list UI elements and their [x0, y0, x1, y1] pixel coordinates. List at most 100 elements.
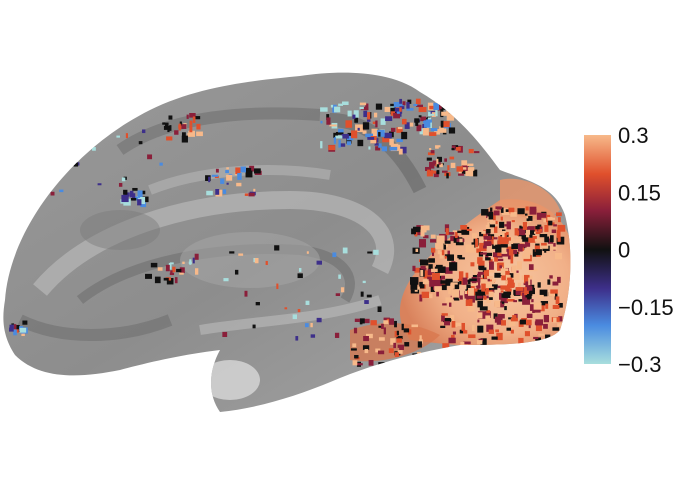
activation-speckle [545, 334, 551, 343]
activation-speckle [500, 290, 504, 293]
activation-speckle [500, 320, 506, 326]
activation-speckle [487, 276, 494, 279]
activation-speckle [493, 313, 498, 319]
activation-speckle [363, 318, 370, 324]
activation-speckle [365, 133, 374, 138]
activation-speckle [506, 327, 511, 331]
activation-speckle [354, 354, 359, 359]
activation-speckle [493, 285, 498, 290]
activation-speckle [440, 280, 447, 284]
activation-speckle [441, 313, 448, 316]
activation-speckle [174, 277, 178, 284]
activation-speckle [511, 244, 519, 250]
activation-speckle [524, 331, 530, 337]
activation-speckle [508, 273, 514, 278]
activation-speckle [434, 286, 442, 292]
activation-speckle [406, 107, 414, 111]
activation-speckle [418, 106, 427, 113]
activation-speckle [510, 294, 514, 298]
activation-speckle [222, 331, 228, 338]
activation-speckle [481, 230, 486, 234]
activation-speckle [474, 151, 480, 154]
activation-speckle [444, 319, 452, 322]
activation-speckle [226, 174, 233, 181]
activation-speckle [440, 120, 444, 128]
activation-speckle [478, 260, 485, 266]
activation-speckle [518, 228, 526, 236]
activation-speckle [390, 103, 397, 108]
activation-speckle [438, 104, 446, 110]
activation-speckle [481, 209, 489, 216]
activation-speckle [423, 235, 429, 239]
activation-speckle [427, 169, 431, 174]
activation-speckle [413, 104, 418, 107]
activation-speckle [389, 318, 395, 325]
activation-speckle [524, 241, 531, 247]
activation-speckle [450, 283, 455, 289]
activation-speckle [342, 101, 349, 105]
activation-speckle [494, 226, 498, 233]
activation-speckle [526, 286, 533, 291]
activation-speckle [515, 239, 523, 242]
activation-speckle [488, 211, 494, 220]
activation-speckle [547, 279, 551, 285]
activation-speckle [488, 261, 494, 270]
activation-speckle [552, 327, 560, 331]
activation-speckle [430, 234, 436, 239]
activation-speckle [378, 132, 381, 137]
activation-speckle [446, 173, 449, 179]
activation-speckle [488, 234, 495, 239]
activation-speckle [334, 332, 340, 338]
activation-speckle [483, 295, 487, 300]
activation-speckle [427, 276, 436, 281]
activation-speckle [337, 128, 344, 133]
activation-speckle [491, 336, 498, 340]
activation-speckle [494, 275, 501, 278]
activation-speckle [485, 252, 493, 257]
activation-speckle [211, 174, 219, 177]
activation-speckle [429, 132, 437, 136]
activation-speckle [305, 300, 310, 305]
activation-speckle [529, 208, 537, 215]
activation-speckle [401, 131, 408, 140]
activation-speckle [316, 260, 323, 265]
activation-speckle [434, 280, 442, 289]
activation-speckle [539, 212, 547, 218]
activation-speckle [556, 230, 561, 238]
activation-speckle [476, 248, 481, 253]
activation-speckle [439, 272, 443, 276]
activation-speckle [485, 254, 489, 259]
activation-speckle [496, 232, 505, 236]
activation-speckle [367, 112, 371, 120]
activation-speckle [423, 270, 432, 279]
activation-speckle [485, 311, 491, 318]
activation-speckle [147, 154, 153, 160]
activation-speckle [169, 125, 172, 131]
activation-speckle [544, 343, 552, 349]
activation-speckle [464, 294, 473, 299]
activation-speckle [525, 229, 531, 238]
activation-speckle [444, 254, 450, 258]
activation-speckle [189, 259, 192, 265]
activation-speckle [477, 274, 482, 278]
activation-speckle [292, 314, 297, 320]
activation-speckle [362, 130, 367, 134]
activation-speckle [523, 274, 530, 284]
activation-speckle [240, 166, 246, 173]
activation-speckle [470, 262, 475, 267]
activation-speckle [486, 229, 491, 234]
activation-speckle [385, 116, 393, 122]
activation-speckle [485, 285, 491, 294]
activation-speckle [510, 273, 520, 281]
activation-speckle [393, 362, 398, 367]
activation-speckle [454, 298, 460, 301]
activation-speckle [351, 130, 358, 139]
activation-speckle [447, 250, 450, 256]
activation-speckle [496, 332, 503, 341]
activation-speckle [461, 169, 468, 174]
activation-speckle [468, 148, 474, 154]
activation-speckle [488, 268, 495, 273]
activation-speckle [486, 295, 491, 303]
activation-speckle [420, 265, 426, 270]
activation-speckle [458, 173, 464, 176]
